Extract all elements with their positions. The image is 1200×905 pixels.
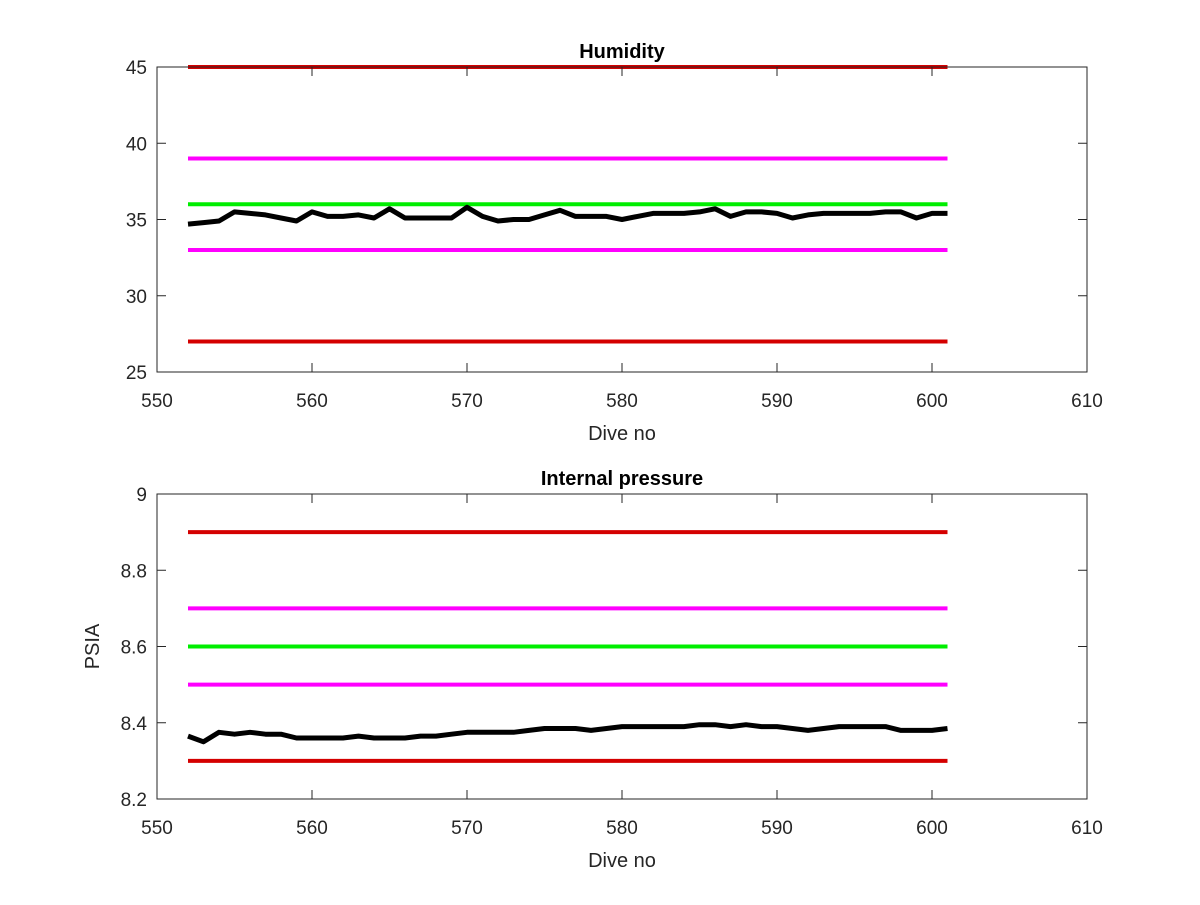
- x-tick-label: 600: [916, 391, 948, 412]
- x-tick-label: 550: [141, 391, 173, 412]
- y-tick-label: 9: [136, 485, 147, 506]
- subplot-1: 550 560 570 580 590 600 610 25 30 35 40 45 Humidity D…: [126, 41, 1103, 445]
- y-tick-label: 30: [126, 287, 147, 308]
- subplot-2: 550 560 570 580 590 600 610 8.2 8.4 8.6 8.8 9 Intern…: [82, 468, 1103, 872]
- y-tick-label: 8.8: [121, 561, 147, 582]
- data-series-line: [187, 722, 948, 745]
- y-tick-label: 45: [126, 58, 147, 79]
- y-tick-label: 40: [126, 134, 147, 155]
- y-tick-label: 8.4: [121, 714, 148, 735]
- x-tick-label: 570: [451, 391, 483, 412]
- x-tick-label: 580: [606, 391, 638, 412]
- x-tick-label: 590: [761, 391, 793, 412]
- data-series-line: [187, 204, 948, 227]
- x-tick-label: 570: [451, 818, 483, 839]
- y-tick-label: 8.2: [121, 790, 147, 811]
- x-axis-label: Dive no: [588, 423, 656, 445]
- x-tick-label: 610: [1071, 391, 1103, 412]
- x-axis-label: Dive no: [588, 850, 656, 872]
- x-tick-label: 590: [761, 818, 793, 839]
- y-tick-label: 25: [126, 363, 147, 384]
- chart-title: Internal pressure: [541, 468, 703, 490]
- y-axis-label: PSIA: [82, 623, 104, 669]
- x-tick-label: 600: [916, 818, 948, 839]
- y-tick-label: 35: [126, 211, 147, 232]
- x-tick-label: 560: [296, 818, 328, 839]
- x-tick-label: 560: [296, 391, 328, 412]
- x-tick-label: 550: [141, 818, 173, 839]
- x-tick-label: 580: [606, 818, 638, 839]
- chart-title: Humidity: [579, 41, 665, 63]
- y-tick-label: 8.6: [121, 638, 147, 659]
- x-tick-label: 610: [1071, 818, 1103, 839]
